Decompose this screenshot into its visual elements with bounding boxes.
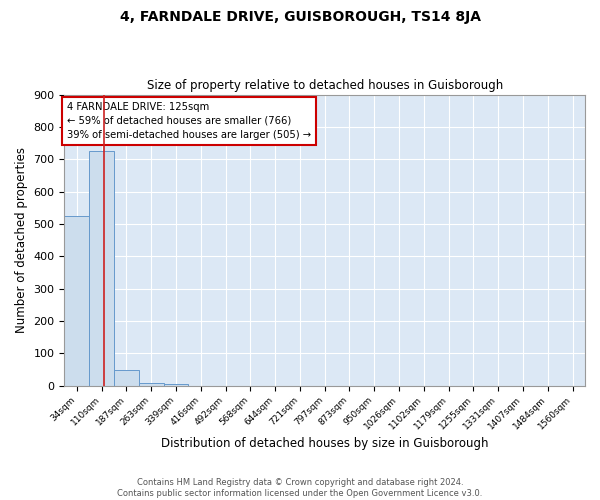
- Title: Size of property relative to detached houses in Guisborough: Size of property relative to detached ho…: [146, 79, 503, 92]
- Bar: [64, 216, 89, 386]
- Bar: [114, 370, 139, 386]
- Y-axis label: Number of detached properties: Number of detached properties: [15, 147, 28, 333]
- Text: 4, FARNDALE DRIVE, GUISBOROUGH, TS14 8JA: 4, FARNDALE DRIVE, GUISBOROUGH, TS14 8JA: [119, 10, 481, 24]
- Bar: [139, 383, 164, 386]
- X-axis label: Distribution of detached houses by size in Guisborough: Distribution of detached houses by size …: [161, 437, 488, 450]
- Text: Contains HM Land Registry data © Crown copyright and database right 2024.
Contai: Contains HM Land Registry data © Crown c…: [118, 478, 482, 498]
- Bar: [164, 384, 188, 386]
- Bar: [89, 151, 114, 386]
- Text: 4 FARNDALE DRIVE: 125sqm
← 59% of detached houses are smaller (766)
39% of semi-: 4 FARNDALE DRIVE: 125sqm ← 59% of detach…: [67, 102, 311, 140]
